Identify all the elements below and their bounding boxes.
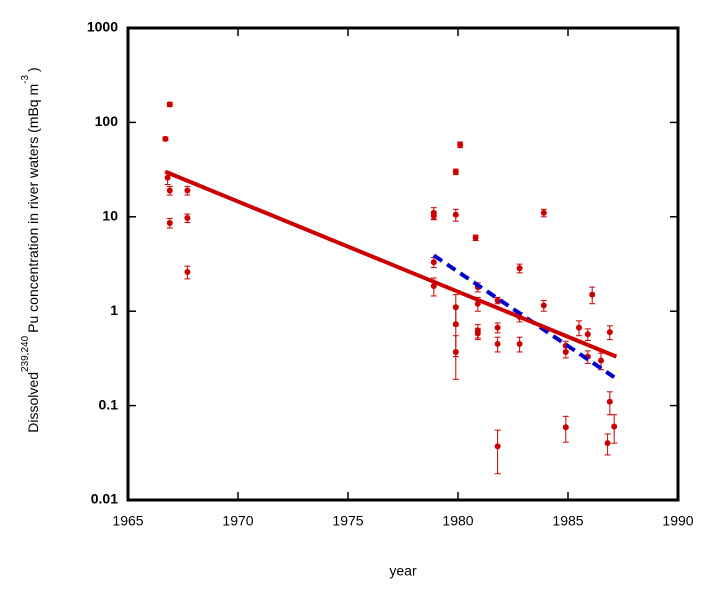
y-tick-label: 100 [95, 113, 119, 129]
data-point [162, 135, 169, 142]
data-point [457, 141, 464, 148]
error-bar [452, 335, 459, 380]
data-point [598, 357, 604, 364]
y-axis-label-part: -3 [20, 75, 31, 84]
data-point [576, 324, 582, 331]
x-tick-label: 1970 [222, 513, 253, 529]
y-axis-label-part: Dissolved [25, 372, 41, 433]
fit-line [432, 253, 616, 379]
data-point [166, 219, 173, 226]
data-point [452, 348, 459, 355]
data-point [184, 187, 191, 194]
data-point [562, 348, 569, 355]
data-point [494, 340, 501, 347]
x-tick-label: 1990 [662, 513, 693, 529]
y-tick-label: 0.1 [99, 396, 119, 412]
data-point [452, 321, 459, 328]
x-tick-label: 1985 [552, 513, 583, 529]
x-axis-label: year [389, 563, 417, 579]
data-point [540, 209, 547, 216]
y-tick-label: 1000 [87, 19, 118, 35]
data-point [494, 324, 501, 331]
data-point [166, 101, 173, 108]
data-point [494, 443, 501, 450]
data-point [166, 187, 173, 194]
data-point [516, 265, 523, 272]
data-point [474, 330, 481, 337]
data-point [584, 331, 591, 338]
y-axis-label-part: 239,240 [20, 335, 31, 372]
error-bar [494, 429, 501, 475]
data-point [606, 398, 613, 405]
y-tick-label: 10 [102, 208, 118, 224]
data-point [562, 424, 569, 431]
data-point [452, 211, 459, 218]
x-tick-label: 1980 [442, 513, 473, 529]
data-point [184, 215, 191, 222]
data-point [540, 302, 547, 309]
data-point [164, 174, 171, 181]
data-point [589, 291, 596, 298]
y-axis-label-part: Pu concentration in river waters (mBq m [25, 84, 41, 333]
data-point [472, 234, 479, 241]
data-point [430, 212, 437, 219]
data-point [611, 423, 618, 430]
y-axis-label-part: ) [25, 67, 41, 72]
data-point [606, 329, 613, 336]
data-point [430, 259, 437, 266]
plot-frame [126, 26, 680, 502]
data-point [184, 269, 191, 276]
data-point [452, 168, 459, 175]
y-tick-label: 0.01 [91, 491, 118, 507]
data-point [494, 297, 501, 304]
data-point [516, 340, 523, 347]
y-axis-label: Dissolved239,240 Pu concentration in rive… [20, 67, 41, 432]
y-tick-label: 1 [110, 302, 118, 318]
x-tick-label: 1965 [112, 513, 143, 529]
x-tick-label: 1975 [332, 513, 363, 529]
data-point [604, 440, 611, 447]
fit-line [164, 169, 618, 359]
